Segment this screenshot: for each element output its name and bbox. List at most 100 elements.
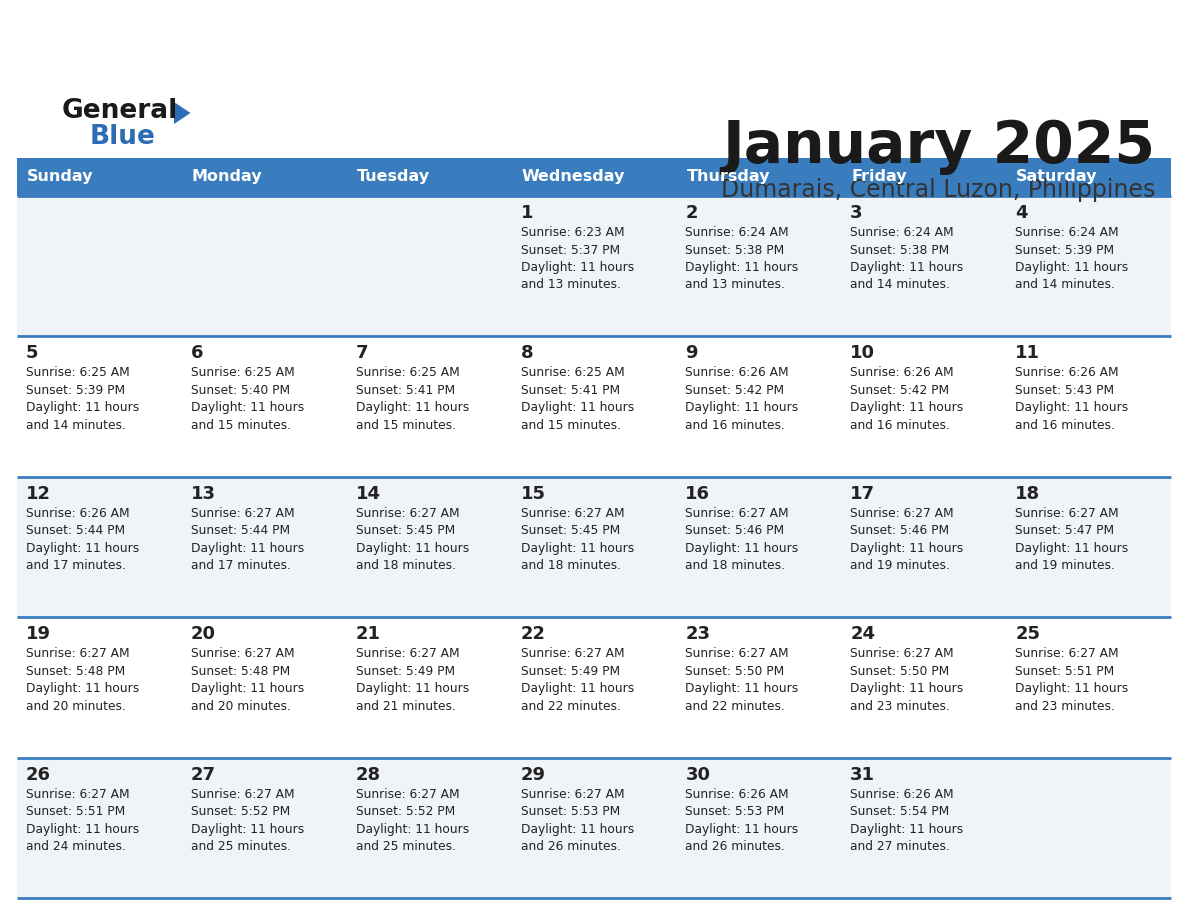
Text: January 2025: January 2025	[722, 118, 1155, 175]
Text: Sunset: 5:52 PM: Sunset: 5:52 PM	[355, 805, 455, 818]
Text: 1: 1	[520, 204, 533, 222]
Polygon shape	[173, 102, 190, 124]
Text: 4: 4	[1015, 204, 1028, 222]
Text: 5: 5	[26, 344, 38, 363]
Text: Sunset: 5:49 PM: Sunset: 5:49 PM	[355, 665, 455, 677]
Text: Sunrise: 6:27 AM: Sunrise: 6:27 AM	[191, 788, 295, 800]
Text: Daylight: 11 hours: Daylight: 11 hours	[355, 682, 469, 695]
Text: Daylight: 11 hours: Daylight: 11 hours	[685, 401, 798, 414]
Text: Daylight: 11 hours: Daylight: 11 hours	[191, 682, 304, 695]
Text: Sunrise: 6:27 AM: Sunrise: 6:27 AM	[355, 647, 460, 660]
Text: and 18 minutes.: and 18 minutes.	[685, 559, 785, 572]
Text: Daylight: 11 hours: Daylight: 11 hours	[685, 682, 798, 695]
Text: and 20 minutes.: and 20 minutes.	[191, 700, 291, 712]
Text: Sunset: 5:41 PM: Sunset: 5:41 PM	[520, 384, 620, 397]
Text: Sunrise: 6:26 AM: Sunrise: 6:26 AM	[26, 507, 129, 520]
Text: 25: 25	[1015, 625, 1041, 644]
Text: 20: 20	[191, 625, 216, 644]
Text: 18: 18	[1015, 485, 1041, 503]
Text: Sunrise: 6:27 AM: Sunrise: 6:27 AM	[851, 647, 954, 660]
Text: Sunset: 5:42 PM: Sunset: 5:42 PM	[851, 384, 949, 397]
Text: Sunset: 5:53 PM: Sunset: 5:53 PM	[520, 805, 620, 818]
Text: Monday: Monday	[191, 170, 263, 185]
Text: Daylight: 11 hours: Daylight: 11 hours	[520, 823, 634, 835]
Text: and 16 minutes.: and 16 minutes.	[685, 419, 785, 431]
Text: 21: 21	[355, 625, 380, 644]
Text: Sunset: 5:46 PM: Sunset: 5:46 PM	[851, 524, 949, 537]
Text: Daylight: 11 hours: Daylight: 11 hours	[26, 682, 139, 695]
Text: and 26 minutes.: and 26 minutes.	[685, 840, 785, 853]
Text: Sunset: 5:51 PM: Sunset: 5:51 PM	[1015, 665, 1114, 677]
Text: and 15 minutes.: and 15 minutes.	[355, 419, 456, 431]
Text: Tuesday: Tuesday	[356, 170, 430, 185]
Text: Sunset: 5:43 PM: Sunset: 5:43 PM	[1015, 384, 1114, 397]
Text: Sunset: 5:48 PM: Sunset: 5:48 PM	[26, 665, 125, 677]
Text: Sunrise: 6:26 AM: Sunrise: 6:26 AM	[685, 788, 789, 800]
Text: 17: 17	[851, 485, 876, 503]
Text: Daylight: 11 hours: Daylight: 11 hours	[355, 823, 469, 835]
Bar	[17, 476, 1171, 617]
Text: Sunset: 5:40 PM: Sunset: 5:40 PM	[191, 384, 290, 397]
Text: Sunset: 5:47 PM: Sunset: 5:47 PM	[1015, 524, 1114, 537]
Text: Sunset: 5:44 PM: Sunset: 5:44 PM	[191, 524, 290, 537]
Text: 15: 15	[520, 485, 545, 503]
Text: and 25 minutes.: and 25 minutes.	[191, 840, 291, 853]
Text: Sunset: 5:50 PM: Sunset: 5:50 PM	[685, 665, 785, 677]
Text: Daylight: 11 hours: Daylight: 11 hours	[520, 261, 634, 274]
Text: 10: 10	[851, 344, 876, 363]
Text: Daylight: 11 hours: Daylight: 11 hours	[26, 542, 139, 554]
Text: 9: 9	[685, 344, 697, 363]
Text: Sunset: 5:37 PM: Sunset: 5:37 PM	[520, 243, 620, 256]
Text: and 23 minutes.: and 23 minutes.	[851, 700, 950, 712]
Text: and 17 minutes.: and 17 minutes.	[191, 559, 291, 572]
Text: 24: 24	[851, 625, 876, 644]
Text: 16: 16	[685, 485, 710, 503]
Text: Daylight: 11 hours: Daylight: 11 hours	[191, 823, 304, 835]
Text: 11: 11	[1015, 344, 1041, 363]
Bar	[17, 757, 1171, 898]
Text: 7: 7	[355, 344, 368, 363]
Text: and 14 minutes.: and 14 minutes.	[26, 419, 126, 431]
Text: Sunset: 5:41 PM: Sunset: 5:41 PM	[355, 384, 455, 397]
Text: Sunrise: 6:27 AM: Sunrise: 6:27 AM	[191, 647, 295, 660]
Text: and 19 minutes.: and 19 minutes.	[851, 559, 950, 572]
Text: Sunrise: 6:27 AM: Sunrise: 6:27 AM	[355, 507, 460, 520]
Text: Sunset: 5:44 PM: Sunset: 5:44 PM	[26, 524, 125, 537]
Text: and 16 minutes.: and 16 minutes.	[851, 419, 950, 431]
Text: and 22 minutes.: and 22 minutes.	[685, 700, 785, 712]
Text: Daylight: 11 hours: Daylight: 11 hours	[1015, 542, 1129, 554]
Text: and 18 minutes.: and 18 minutes.	[355, 559, 456, 572]
Text: Daylight: 11 hours: Daylight: 11 hours	[851, 261, 963, 274]
Text: Sunrise: 6:24 AM: Sunrise: 6:24 AM	[1015, 226, 1119, 239]
Text: 29: 29	[520, 766, 545, 784]
Text: Daylight: 11 hours: Daylight: 11 hours	[685, 261, 798, 274]
Text: and 15 minutes.: and 15 minutes.	[191, 419, 291, 431]
Text: Sunrise: 6:27 AM: Sunrise: 6:27 AM	[520, 788, 624, 800]
Bar	[17, 158, 1171, 196]
Text: Dumarais, Central Luzon, Philippines: Dumarais, Central Luzon, Philippines	[721, 178, 1155, 202]
Text: and 18 minutes.: and 18 minutes.	[520, 559, 620, 572]
Text: 23: 23	[685, 625, 710, 644]
Text: 12: 12	[26, 485, 51, 503]
Text: Daylight: 11 hours: Daylight: 11 hours	[520, 682, 634, 695]
Text: 14: 14	[355, 485, 380, 503]
Text: Thursday: Thursday	[687, 170, 770, 185]
Text: 3: 3	[851, 204, 862, 222]
Text: 13: 13	[191, 485, 216, 503]
Text: Sunrise: 6:24 AM: Sunrise: 6:24 AM	[685, 226, 789, 239]
Text: Sunrise: 6:23 AM: Sunrise: 6:23 AM	[520, 226, 624, 239]
Text: 27: 27	[191, 766, 216, 784]
Text: and 16 minutes.: and 16 minutes.	[1015, 419, 1116, 431]
Text: Daylight: 11 hours: Daylight: 11 hours	[851, 823, 963, 835]
Text: Blue: Blue	[90, 124, 156, 150]
Bar	[17, 336, 1171, 476]
Text: Daylight: 11 hours: Daylight: 11 hours	[851, 542, 963, 554]
Text: 22: 22	[520, 625, 545, 644]
Text: Sunrise: 6:27 AM: Sunrise: 6:27 AM	[26, 647, 129, 660]
Text: and 25 minutes.: and 25 minutes.	[355, 840, 456, 853]
Text: and 14 minutes.: and 14 minutes.	[1015, 278, 1116, 292]
Text: and 17 minutes.: and 17 minutes.	[26, 559, 126, 572]
Text: Sunset: 5:48 PM: Sunset: 5:48 PM	[191, 665, 290, 677]
Text: Daylight: 11 hours: Daylight: 11 hours	[520, 542, 634, 554]
Text: Sunset: 5:38 PM: Sunset: 5:38 PM	[685, 243, 785, 256]
